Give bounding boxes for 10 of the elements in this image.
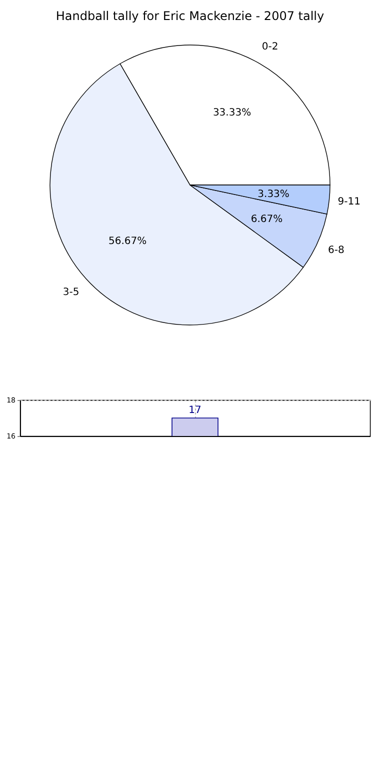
data-label: 6.67% <box>250 214 283 226</box>
data-label: 56.67% <box>108 236 147 248</box>
data-label: 3.33% <box>258 188 290 200</box>
chart-title: Handball tally for Eric Mackenzie - 2007 tally <box>56 9 324 23</box>
slice-label: 6-8 <box>328 245 344 256</box>
data-label: 17 <box>188 405 202 416</box>
slice-label: 0-2 <box>262 41 278 52</box>
slice-label: 9-11 <box>338 196 360 208</box>
slice-label: 3-5 <box>62 287 80 298</box>
data-label: 33.33% <box>212 107 252 118</box>
